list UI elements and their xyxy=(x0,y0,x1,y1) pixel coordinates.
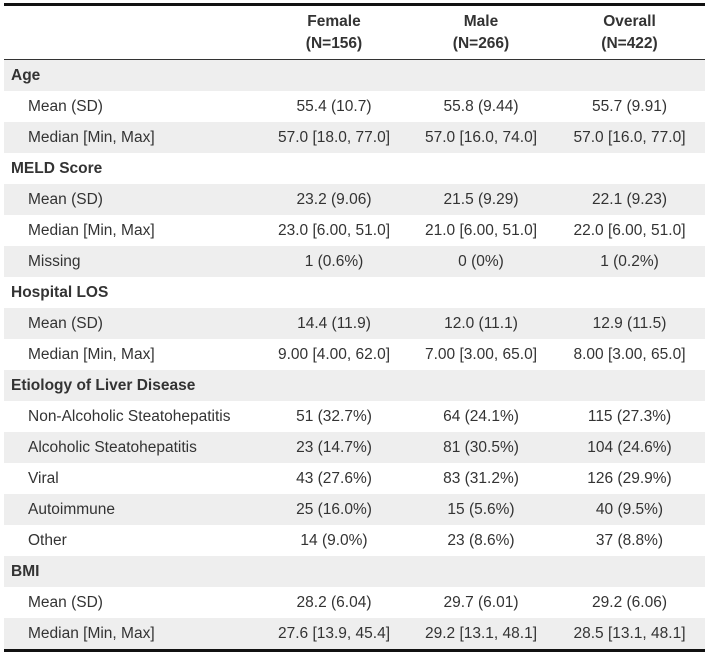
header-row: Female (N=156) Male (N=266) Overall (N=4… xyxy=(4,4,705,60)
overall-value-cell: 126 (29.9%) xyxy=(587,469,672,487)
overall-value-cell: 57.0 [16.0, 77.0] xyxy=(554,122,705,153)
female-value-cell: 14 (9.0%) xyxy=(300,531,368,549)
male-value-cell: 83 (31.2%) xyxy=(443,469,519,487)
section-header-row: MELD Score xyxy=(4,153,705,184)
table-row: Autoimmune 25 (16.0%) 15 (5.6%) 40 (9.5%) xyxy=(4,494,705,525)
section-title: Hospital LOS xyxy=(11,283,109,301)
row-label: Alcoholic Steatohepatitis xyxy=(4,432,260,463)
table-body: Age Mean (SD) 55.4 (10.7) 55.8 (9.44) 55.7 (… xyxy=(4,59,705,651)
section-title: Age xyxy=(4,59,705,91)
male-value-cell: 29.7 (6.01) xyxy=(443,593,519,611)
male-value-cell: 21.5 (9.29) xyxy=(408,184,554,215)
male-value-cell: 21.0 [6.00, 51.0] xyxy=(424,221,538,239)
summary-table: Female (N=156) Male (N=266) Overall (N=4… xyxy=(4,3,705,652)
table-row: Mean (SD) 28.2 (6.04) 29.7 (6.01) 29.2 (6.0… xyxy=(4,587,705,618)
male-value-cell: 29.2 [13.1, 48.1] xyxy=(408,618,554,651)
header-overall-label: Overall xyxy=(603,12,656,30)
header-male: Male (N=266) xyxy=(408,5,554,60)
table-row: Median [Min, Max] 9.00 [4.00, 62.0] 7.00 [… xyxy=(4,339,705,370)
section-header-row: Etiology of Liver Disease xyxy=(4,370,705,401)
table-row: Mean (SD) 14.4 (11.9) 12.0 (11.1) 12.9 (11.… xyxy=(4,308,705,339)
table-row: Alcoholic Steatohepatitis 23 (14.7%) 81 (3… xyxy=(4,432,705,463)
header-male-label: Male xyxy=(463,12,499,30)
section-header-row: Age xyxy=(4,59,705,91)
table-row: Mean (SD) 23.2 (9.06) 21.5 (9.29) 22.1 (9.2… xyxy=(4,184,705,215)
overall-value-cell: 1 (0.2%) xyxy=(554,246,705,277)
male-value-cell: 64 (24.1%) xyxy=(443,407,519,425)
male-value-cell: 57.0 [16.0, 74.0] xyxy=(408,122,554,153)
header-blank-cell xyxy=(4,5,260,60)
row-label: Median [Min, Max] xyxy=(4,618,260,651)
row-label: Non-Alcoholic Steatohepatitis xyxy=(28,407,231,425)
row-label: Missing xyxy=(4,246,260,277)
female-value-cell: 28.2 (6.04) xyxy=(296,593,372,611)
overall-value-cell: 8.00 [3.00, 65.0] xyxy=(573,345,686,363)
section-header-row: BMI xyxy=(4,556,705,587)
female-value-cell: 9.00 [4.00, 62.0] xyxy=(277,345,391,363)
row-label: Autoimmune xyxy=(4,494,260,525)
overall-value-cell: 37 (8.8%) xyxy=(595,531,664,549)
female-value-cell: 14.4 (11.9) xyxy=(260,308,408,339)
male-value-cell: 23 (8.6%) xyxy=(447,531,515,549)
section-title: BMI xyxy=(4,556,705,587)
row-label: Median [Min, Max] xyxy=(28,221,155,239)
female-value-cell: 23.2 (9.06) xyxy=(260,184,408,215)
overall-value-cell: 29.2 (6.06) xyxy=(592,593,667,611)
table-row: Missing 1 (0.6%) 0 (0%) 1 (0.2%) xyxy=(4,246,705,277)
male-value-cell: 12.0 (11.1) xyxy=(408,308,554,339)
male-value-cell: 81 (30.5%) xyxy=(408,432,554,463)
section-title: Etiology of Liver Disease xyxy=(4,370,705,401)
overall-value-cell: 40 (9.5%) xyxy=(554,494,705,525)
table-header: Female (N=156) Male (N=266) Overall (N=4… xyxy=(4,4,705,60)
row-label: Mean (SD) xyxy=(4,184,260,215)
row-label: Mean (SD) xyxy=(28,593,103,611)
male-value-cell: 7.00 [3.00, 65.0] xyxy=(424,345,538,363)
row-label: Viral xyxy=(28,469,59,487)
table-row: Median [Min, Max] 57.0 [18.0, 77.0] 57.0 [… xyxy=(4,122,705,153)
row-label: Other xyxy=(28,531,67,549)
overall-value-cell: 104 (24.6%) xyxy=(554,432,705,463)
header-female: Female (N=156) xyxy=(260,5,408,60)
female-value-cell: 51 (32.7%) xyxy=(296,407,372,425)
overall-value-cell: 22.0 [6.00, 51.0] xyxy=(573,221,686,239)
female-value-cell: 23.0 [6.00, 51.0] xyxy=(277,221,391,239)
section-title: MELD Score xyxy=(11,159,103,177)
table-row: Viral 43 (27.6%) 83 (31.2%) 126 (29.9%) xyxy=(4,463,705,494)
female-value-cell: 1 (0.6%) xyxy=(260,246,408,277)
female-value-cell: 27.6 [13.9, 45.4] xyxy=(260,618,408,651)
male-value-cell: 55.8 (9.44) xyxy=(443,97,519,115)
row-label: Mean (SD) xyxy=(4,308,260,339)
table-row: Non-Alcoholic Steatohepatitis 51 (32.7%) 6… xyxy=(4,401,705,432)
table-row: Other 14 (9.0%) 23 (8.6%) 37 (8.8%) xyxy=(4,525,705,556)
female-value-cell: 55.4 (10.7) xyxy=(296,97,372,115)
header-overall: Overall (N=422) xyxy=(554,5,705,60)
male-value-cell: 15 (5.6%) xyxy=(408,494,554,525)
table-row: Median [Min, Max] 27.6 [13.9, 45.4] 29.2 [… xyxy=(4,618,705,651)
female-value-cell: 43 (27.6%) xyxy=(296,469,372,487)
overall-value-cell: 28.5 [13.1, 48.1] xyxy=(554,618,705,651)
overall-value-cell: 115 (27.3%) xyxy=(587,407,672,425)
male-value-cell: 0 (0%) xyxy=(408,246,554,277)
row-label: Median [Min, Max] xyxy=(4,122,260,153)
row-label: Median [Min, Max] xyxy=(28,345,155,363)
header-female-n: (N=156) xyxy=(305,34,363,52)
overall-value-cell: 12.9 (11.5) xyxy=(554,308,705,339)
overall-value-cell: 55.7 (9.91) xyxy=(592,97,667,115)
row-label: Mean (SD) xyxy=(28,97,103,115)
header-male-n: (N=266) xyxy=(452,34,510,52)
table-row: Median [Min, Max] 23.0 [6.00, 51.0] 21.0 [… xyxy=(4,215,705,246)
header-female-label: Female xyxy=(307,12,361,30)
female-value-cell: 23 (14.7%) xyxy=(260,432,408,463)
header-overall-n: (N=422) xyxy=(601,34,658,52)
female-value-cell: 25 (16.0%) xyxy=(260,494,408,525)
section-header-row: Hospital LOS xyxy=(4,277,705,308)
female-value-cell: 57.0 [18.0, 77.0] xyxy=(260,122,408,153)
table-row: Mean (SD) 55.4 (10.7) 55.8 (9.44) 55.7 (9.9… xyxy=(4,91,705,122)
overall-value-cell: 22.1 (9.23) xyxy=(554,184,705,215)
summary-table-container: Female (N=156) Male (N=266) Overall (N=4… xyxy=(4,3,705,652)
